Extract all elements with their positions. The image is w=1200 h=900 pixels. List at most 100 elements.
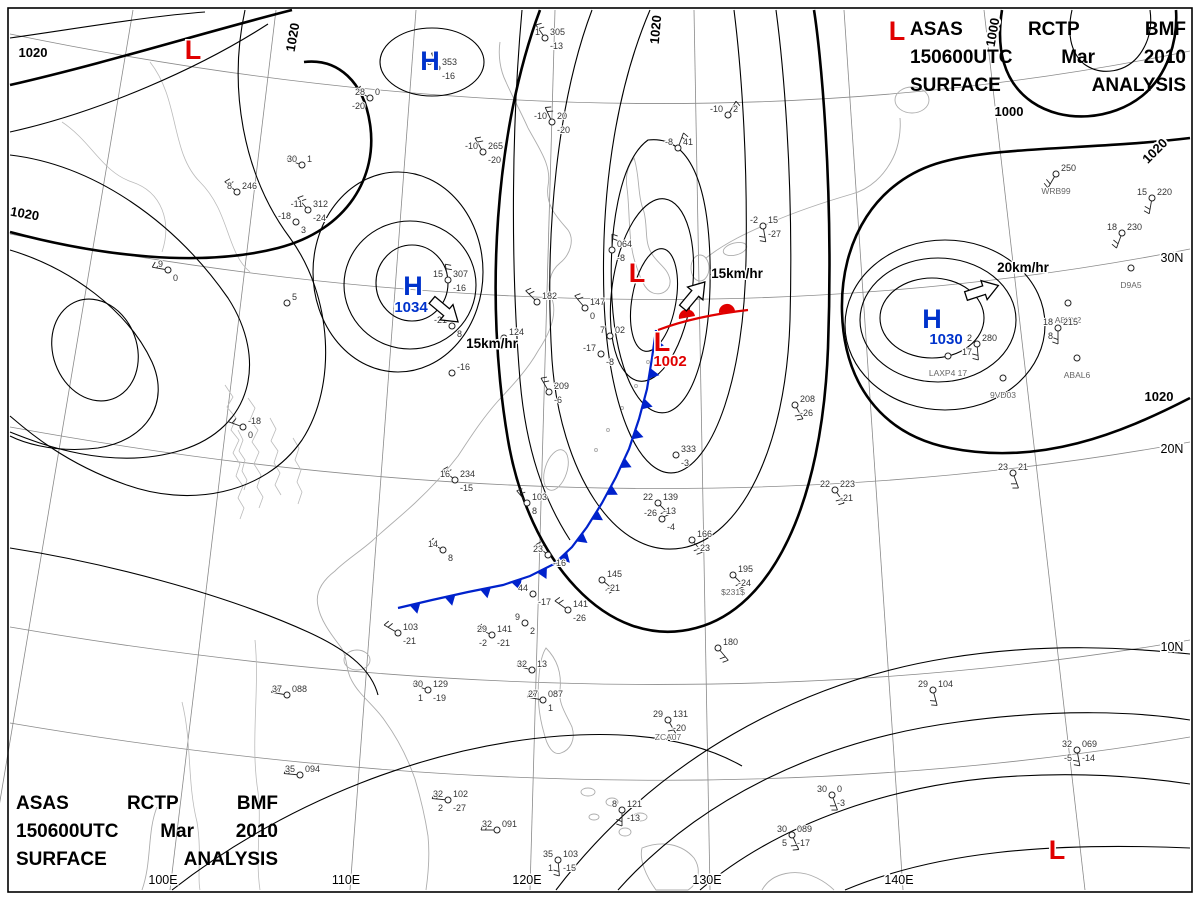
station-circle-icon	[581, 304, 589, 312]
station-value-upper-right: 307	[453, 269, 468, 279]
station-value-upper-right: 223	[840, 479, 855, 489]
cold-front-line	[397, 329, 658, 610]
station-plot: 22 139 -13	[642, 491, 679, 518]
station-plot: ABAL6	[1063, 354, 1092, 381]
station-plot: 182	[525, 287, 558, 306]
cold-front-triangle-icon	[632, 428, 644, 440]
station-plot: 32 13	[516, 658, 548, 674]
station-circle-icon	[554, 856, 562, 864]
wind-barb-tick-icon	[1052, 337, 1059, 340]
station-value-upper-left: 22	[643, 492, 653, 502]
station-plot: 3 353 -16	[426, 52, 458, 82]
station-value-upper-left: 32	[433, 789, 443, 799]
station-value-lower-right: -15	[563, 863, 576, 873]
station-value-upper-right: 129	[433, 679, 448, 689]
station-value-upper-left: 27	[528, 689, 538, 699]
station-value-upper-right: 230	[1127, 222, 1142, 232]
station-plot: -26 -4	[643, 507, 676, 533]
cold-front-triangle-icon	[653, 338, 664, 350]
wind-barb-tick-icon	[835, 499, 842, 502]
graticule-labels: 30N 20N 10N 100E 110E 120E 130E 140E	[147, 250, 1185, 889]
station-value-lower-left: -20	[352, 101, 365, 111]
station-value-upper-left: -10	[465, 141, 478, 151]
station-value-upper-right: 234	[460, 469, 475, 479]
wind-barb-tick-icon	[719, 656, 726, 660]
station-value-lower-left: -5	[1064, 753, 1072, 763]
station-circle-icon	[1148, 194, 1156, 202]
station-circle-icon	[929, 686, 937, 694]
station-value-lower-right: -20	[488, 155, 501, 165]
station-value-upper-right: 2	[733, 104, 738, 114]
station-value-upper-left: -17	[583, 343, 596, 353]
station-circle-icon	[433, 64, 441, 72]
wind-barb-tick-icon	[1143, 210, 1150, 215]
station-circle-icon	[598, 576, 606, 584]
station-value-upper-right: 0	[837, 784, 842, 794]
wind-barb-tick-icon	[151, 261, 156, 268]
station-plot: 28 0 -20	[351, 85, 381, 112]
wind-barb-tick-icon	[577, 296, 584, 300]
station-circle-icon	[791, 401, 799, 409]
station-value-lower-right: 1	[548, 703, 553, 713]
station-value-lower-right: -21	[497, 638, 510, 648]
station-value-upper-left: 2	[967, 333, 972, 343]
station-value-lower-right: 2	[530, 626, 535, 636]
cold-front-triangle-icon	[576, 532, 588, 543]
station-circle-icon	[1009, 469, 1017, 477]
station-plot: 14 8	[427, 537, 454, 564]
isobar-label: 1020	[19, 45, 48, 60]
longitude-label: 130E	[692, 873, 721, 887]
station-circle-icon	[283, 299, 291, 307]
station-value-lower-left: 1	[418, 693, 423, 703]
station-value-lower-right: -17	[797, 838, 810, 848]
warm-front-semicircle-icon	[718, 303, 735, 313]
wind-barb-tick-icon	[670, 733, 677, 736]
station-plot: 103-21	[383, 620, 419, 647]
station-plot: 064-8	[608, 233, 633, 264]
station-plot: A8KY2	[1054, 299, 1083, 326]
station-value-upper-right: 102	[453, 789, 468, 799]
station-value-lower-right: -16	[553, 558, 566, 568]
station-plot: 250 WRB99	[1040, 162, 1077, 197]
station-circle-icon	[539, 696, 547, 704]
station-value-lower-left: 5	[782, 838, 787, 848]
wind-barb-tick-icon	[270, 686, 275, 693]
wind-barb-tick-icon	[790, 844, 797, 847]
warm-front-semicircle-icon	[678, 309, 695, 319]
wind-barb-tick-icon	[525, 287, 532, 292]
station-plot: 2 280 17	[961, 332, 998, 361]
station-circle-icon	[298, 161, 306, 169]
movement-arrow-icon	[678, 281, 706, 312]
longitude-label: 110E	[332, 873, 360, 887]
isobar-label: 1020	[9, 204, 40, 224]
wind-barb-tick-icon	[683, 132, 689, 138]
station-value-upper-left: 8	[612, 799, 617, 809]
wind-barb-tick-icon	[794, 414, 801, 417]
station-value-upper-left: 18	[1107, 222, 1117, 232]
cold-front-triangle-icon	[537, 567, 547, 579]
station-circle-icon	[597, 350, 605, 358]
station-plot: 32 091	[480, 818, 518, 834]
station-circle-icon	[548, 118, 556, 126]
station-plot: 27 087 1	[526, 688, 564, 714]
station-circle-icon	[1052, 170, 1060, 178]
wind-barb-tick-icon	[553, 873, 560, 877]
station-value-upper-left: 32	[517, 659, 527, 669]
wind-barb-tick-icon	[528, 290, 535, 295]
station-value-upper-right: 215	[1063, 317, 1078, 327]
station-plot: 333-3	[672, 443, 697, 469]
wind-barb-tick-icon	[1073, 759, 1080, 762]
station-circle-icon	[618, 806, 626, 814]
station-value-upper-right: 141	[497, 624, 512, 634]
station-circle-icon	[493, 826, 501, 834]
wind-barb-tick-icon	[759, 240, 766, 243]
station-id: 9VD03	[990, 390, 1016, 400]
station-plot: 16 234 -15	[439, 466, 476, 494]
cold-front-triangle-icon	[641, 398, 653, 410]
map-border	[7, 7, 1193, 893]
longitude-label: 100E	[148, 873, 177, 887]
station-value-upper-left: 32	[1062, 739, 1072, 749]
station-circle-icon	[366, 94, 374, 102]
station-circle-icon	[424, 686, 432, 694]
wind-barb-tick-icon	[543, 380, 550, 383]
